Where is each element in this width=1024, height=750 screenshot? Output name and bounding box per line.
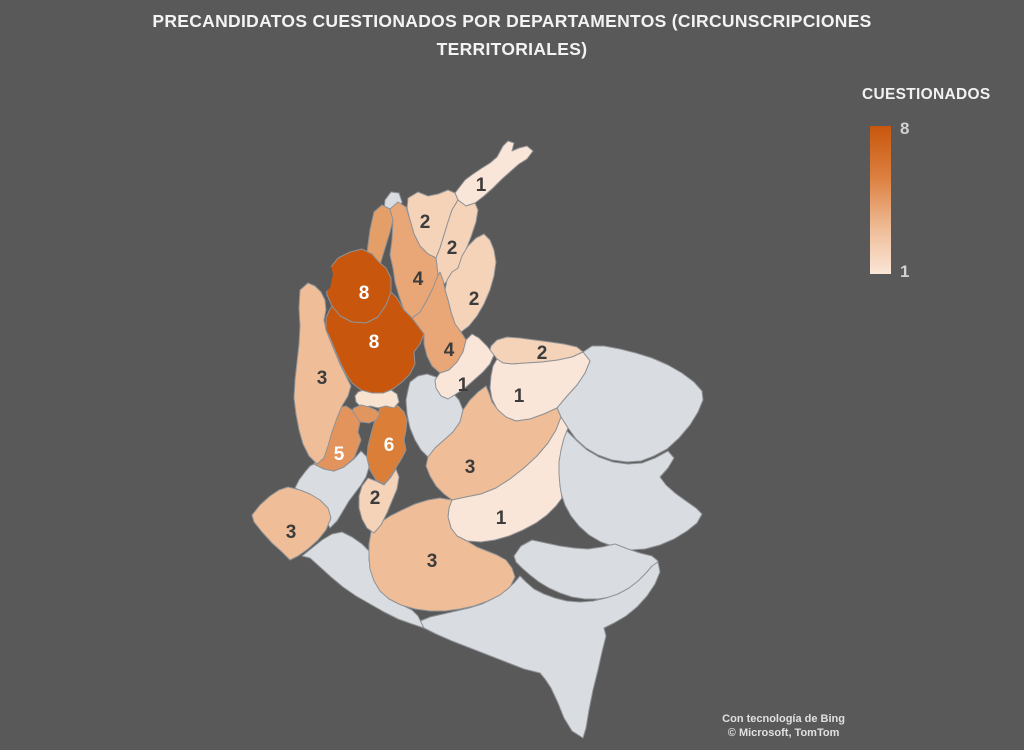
- department-narino[interactable]: [251, 486, 332, 561]
- department-tolima[interactable]: [366, 403, 408, 485]
- label-guaviare: 1: [496, 508, 507, 529]
- department-caqueta[interactable]: [368, 497, 516, 612]
- legend-scale: 8 1: [900, 120, 909, 280]
- uraba-gulf-inlet: [313, 258, 333, 294]
- label-boyaca: 1: [458, 375, 469, 396]
- attribution-copyright: © Microsoft, TomTom: [727, 727, 840, 739]
- department-boyaca[interactable]: [434, 333, 495, 400]
- page-title-line1: PRECANDIDATOS CUESTIONADOS POR DEPARTAME…: [152, 11, 872, 31]
- department-cauca[interactable]: [294, 450, 370, 529]
- label-la-guajira: 1: [476, 175, 487, 196]
- label-valle-del-cauca: 5: [334, 444, 345, 465]
- label-santander: 4: [444, 340, 455, 361]
- label-caqueta: 3: [427, 551, 438, 572]
- department-antioquia[interactable]: [325, 291, 425, 394]
- department-la-guajira[interactable]: [454, 140, 534, 207]
- label-tolima: 6: [384, 435, 395, 456]
- label-choco: 3: [317, 368, 328, 389]
- legend-gradient-group: 8 1: [870, 120, 1022, 280]
- legend: CUESTIONADOS 8 1: [862, 86, 1022, 280]
- legend-max-value: 8: [900, 119, 910, 138]
- label-huila: 2: [370, 488, 381, 509]
- legend-title: CUESTIONADOS: [862, 86, 991, 103]
- department-choco[interactable]: [293, 282, 352, 465]
- label-magdalena: 2: [420, 212, 431, 233]
- department-casanare[interactable]: [489, 351, 591, 422]
- map-attribution: Con tecnología de Bing © Microsoft, TomT…: [722, 712, 845, 740]
- page-title: PRECANDIDATOS CUESTIONADOS POR DEPARTAME…: [0, 7, 1024, 63]
- legend-min-value: 1: [900, 262, 910, 281]
- attribution-bing: Con tecnología de Bing: [722, 713, 845, 725]
- label-antioquia: 8: [369, 332, 380, 353]
- label-narino: 3: [286, 522, 297, 543]
- label-arauca: 2: [537, 343, 548, 364]
- page-title-line2: TERRITORIALES): [436, 39, 588, 59]
- label-cesar: 2: [447, 238, 458, 259]
- label-cordoba: 8: [359, 283, 370, 304]
- legend-gradient-bar: [870, 126, 891, 274]
- department-bolivar[interactable]: [389, 201, 439, 319]
- label-bolivar: 4: [413, 269, 424, 290]
- department-amazonas[interactable]: [417, 561, 661, 739]
- label-meta: 3: [465, 457, 476, 478]
- department-huila[interactable]: [358, 468, 400, 534]
- label-casanare: 1: [514, 386, 525, 407]
- label-norte-de-santander: 2: [469, 289, 480, 310]
